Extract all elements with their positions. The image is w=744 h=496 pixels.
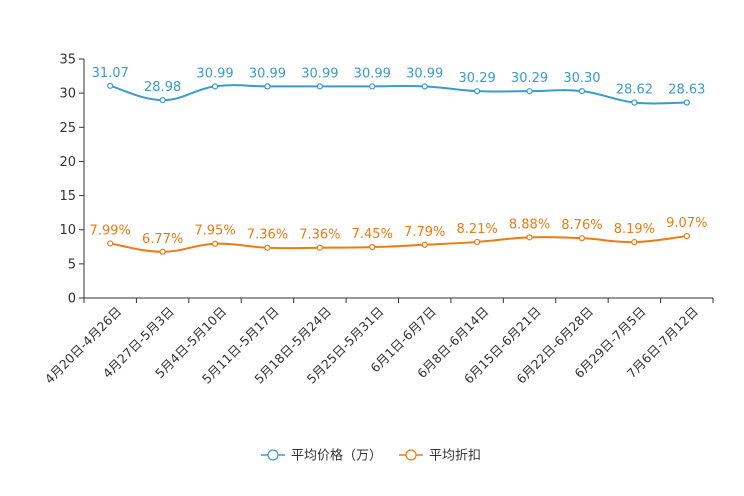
series-line [109,84,687,105]
legend-label: 平均价格（万） [291,448,382,464]
data-label: 7.99% [90,223,131,238]
data-label: 30.99 [301,66,338,81]
y-tick-label: 35 [59,53,76,68]
data-point [421,83,428,90]
data-label: 8.21% [456,222,497,237]
data-label: 8.88% [509,217,550,232]
data-label: 7.79% [404,225,445,240]
axes: 051015202530354月20日-4月26日4月27日-5月3日5月4日-… [42,53,714,387]
data-point [683,99,690,106]
data-label: 28.62 [616,83,653,98]
legend-label: 平均折扣 [429,449,481,464]
data-label: 30.99 [196,66,233,81]
series-price: 31.07 28.98 30.99 30.99 30.99 30.99 30.99 30.29… [92,66,705,106]
data-label: 7.36% [247,228,288,243]
series-layer: 31.07 28.98 30.99 30.99 30.99 30.99 30.99 30.29… [90,66,707,255]
data-point [264,244,271,251]
legend-circle-icon [405,449,417,461]
data-label: 28.63 [668,82,705,97]
data-point [474,88,481,95]
data-label: 31.07 [92,66,129,81]
data-point [526,88,533,95]
data-point [369,244,376,251]
data-point [526,234,533,241]
data-point [421,241,428,248]
y-tick-label: 15 [59,189,76,204]
data-label: 30.99 [249,66,286,81]
data-point [683,232,690,240]
data-point [369,83,376,90]
data-label: 6.77% [142,232,183,247]
data-point [264,83,271,90]
data-label: 28.98 [144,80,181,95]
data-point [159,248,166,255]
data-label: 8.76% [561,218,602,233]
data-point [107,240,114,247]
data-label: 7.45% [352,227,393,242]
data-point [578,235,586,242]
data-label: 9.07% [666,216,707,231]
y-tick-label: 20 [59,155,76,170]
series-line [110,235,687,253]
data-point [211,240,219,247]
data-label: 30.30 [563,71,600,86]
data-label: 8.19% [614,222,655,237]
data-point [578,87,586,95]
y-tick-label: 30 [59,87,76,102]
y-tick-label: 5 [68,257,76,272]
data-label: 30.99 [354,66,391,81]
y-tick-label: 25 [59,121,76,136]
data-point [159,97,166,104]
data-label: 7.95% [194,224,235,239]
data-label: 7.36% [299,228,340,243]
y-tick-label: 10 [59,223,76,238]
data-point [107,82,114,89]
data-point [631,238,638,246]
data-point [316,83,323,90]
legend-circle-icon [267,449,279,461]
data-point [211,83,219,90]
legend-item-discount: 平均折扣 [399,449,481,464]
data-point [631,99,638,106]
y-tick-label: 0 [68,292,76,307]
data-label: 30.99 [406,66,443,81]
legend-item-price: 平均价格（万） [261,448,382,464]
data-point [316,244,323,251]
data-point [474,238,481,246]
data-label: 30.29 [459,71,496,86]
series-discount: 7.99% 6.77% 7.95% 7.36% 7.36% 7.45% 7.79% 8.21%… [90,216,707,255]
data-label: 30.29 [511,71,548,86]
legend: 平均价格（万） 平均折扣 [261,448,481,464]
